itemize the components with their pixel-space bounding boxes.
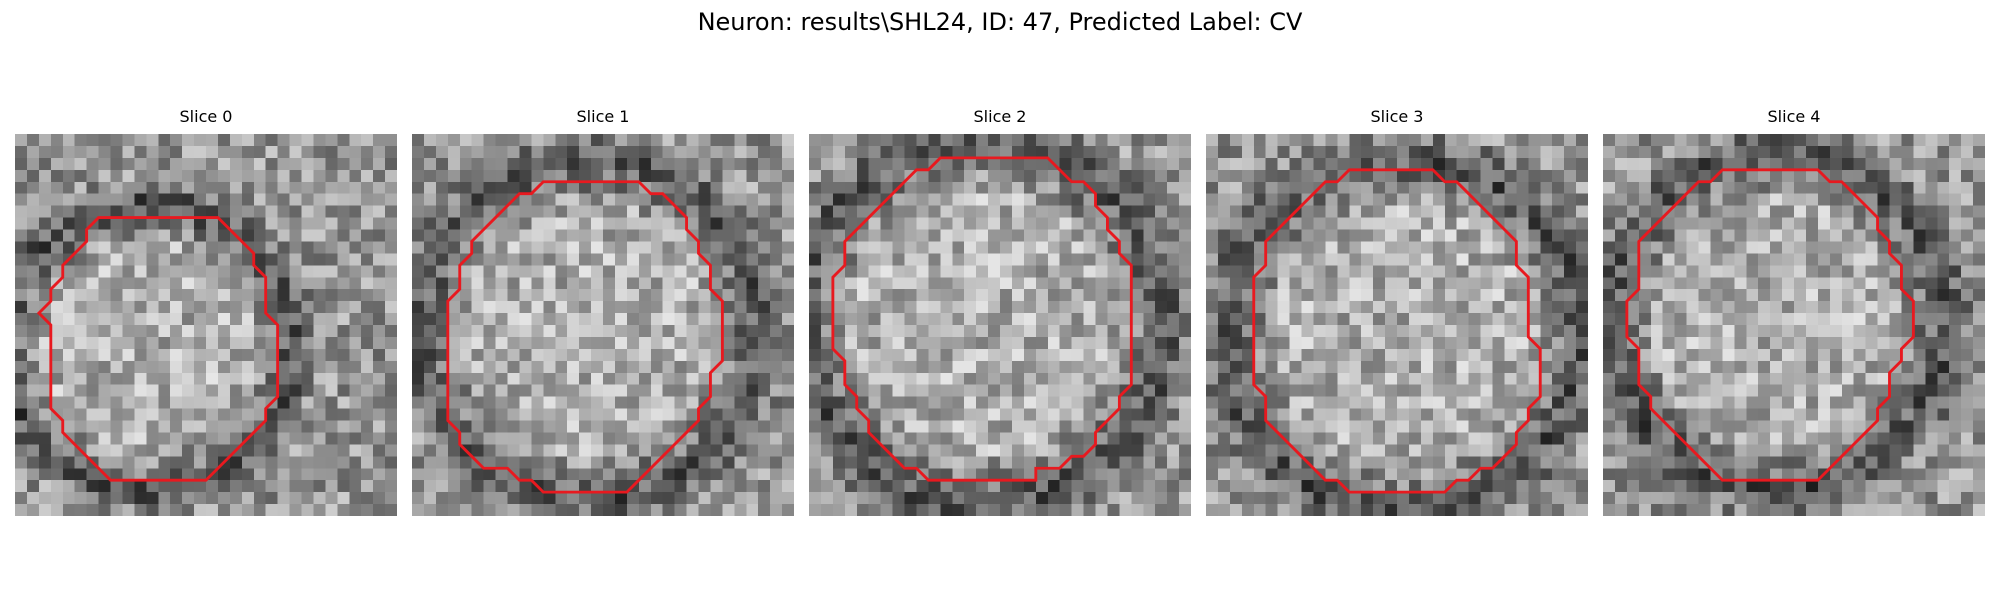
roi-contour bbox=[36, 216, 280, 482]
slice-image bbox=[809, 134, 1191, 516]
slice-panel-0: Slice 0 bbox=[15, 106, 397, 516]
grayscale-micrograph bbox=[1206, 134, 1588, 516]
slice-title: Slice 3 bbox=[1370, 107, 1424, 126]
grayscale-micrograph bbox=[412, 134, 794, 516]
slice-image bbox=[1603, 134, 1985, 516]
roi-contour-layer bbox=[446, 180, 724, 494]
slice-panel-1: Slice 1 bbox=[412, 106, 794, 516]
slice-image bbox=[1206, 134, 1588, 516]
roi-contour bbox=[446, 180, 724, 494]
roi-contour-layer bbox=[1625, 168, 1915, 482]
grayscale-micrograph bbox=[809, 134, 1191, 516]
slice-title: Slice 0 bbox=[179, 107, 233, 126]
grayscale-micrograph bbox=[15, 134, 397, 516]
roi-contour bbox=[1625, 168, 1915, 482]
grayscale-micrograph bbox=[1603, 134, 1985, 516]
slice-image bbox=[15, 134, 397, 516]
roi-contour bbox=[831, 156, 1133, 482]
slice-image bbox=[412, 134, 794, 516]
slice-title: Slice 2 bbox=[973, 107, 1027, 126]
roi-contour bbox=[1252, 168, 1542, 494]
slice-title: Slice 4 bbox=[1767, 107, 1821, 126]
roi-contour-layer bbox=[36, 216, 280, 482]
slice-panel-2: Slice 2 bbox=[809, 106, 1191, 516]
slice-panel-3: Slice 3 bbox=[1206, 106, 1588, 516]
figure-title: Neuron: results\SHL24, ID: 47, Predicted… bbox=[697, 8, 1303, 36]
roi-contour-layer bbox=[1252, 168, 1542, 494]
roi-contour-layer bbox=[831, 156, 1133, 482]
slice-panel-4: Slice 4 bbox=[1603, 106, 1985, 516]
slice-title: Slice 1 bbox=[576, 107, 630, 126]
